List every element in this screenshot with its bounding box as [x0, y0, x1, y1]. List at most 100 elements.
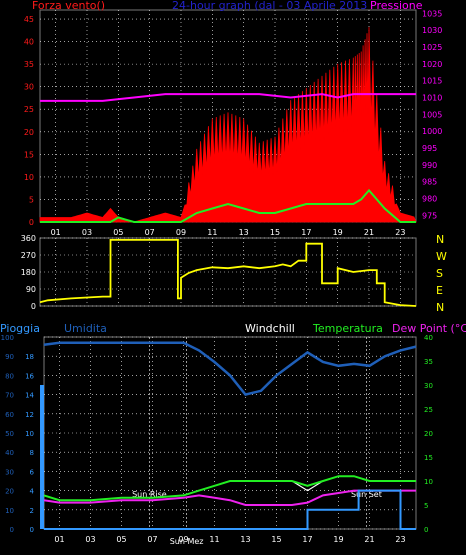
rain-tick-label: 4	[30, 488, 35, 496]
x-tick-label: 07	[145, 228, 155, 237]
x-tick-label: 23	[395, 535, 405, 544]
rain-line	[44, 489, 416, 530]
x-tick-label: 11	[209, 535, 219, 544]
pressure-line	[40, 93, 416, 102]
dewpoint-legend: Dew Point (°C)	[392, 322, 466, 335]
humidity-tick-label: 40	[5, 449, 14, 457]
pressure-tick-label: 990	[422, 161, 437, 170]
wind-tick-label: 45	[24, 15, 34, 24]
direction-tick-label: 90	[26, 285, 36, 294]
wind-direction-line	[39, 239, 417, 307]
humidity-tick-label: 60	[5, 411, 14, 419]
rain-tick-label: 2	[30, 507, 34, 515]
windchill-legend: Windchill	[245, 322, 295, 335]
temp-tick-label: 20	[424, 430, 433, 438]
rain-tick-label: 0	[30, 526, 34, 534]
pressure-tick-label: 975	[422, 211, 437, 220]
x-tick-label: 03	[85, 535, 95, 544]
direction-tick-label: 270	[21, 251, 36, 260]
pressure-tick-label: 1000	[422, 127, 442, 136]
pressure-tick-label: 1020	[422, 60, 442, 69]
humidity-tick-label: 10	[5, 507, 14, 515]
temp-tick-label: 35	[424, 358, 433, 366]
temp-tick-label: 40	[424, 334, 433, 342]
chart-title: 24-hour graph (dal - 03 Aprile 2013	[172, 0, 367, 12]
humidity-line	[43, 341, 417, 397]
humidity-tick-label: 70	[5, 392, 14, 400]
pressure-tick-label: 980	[422, 194, 437, 203]
rain-tick-label: 12	[25, 411, 34, 419]
humidity-tick-label: 80	[5, 372, 14, 380]
pressure-tick-label: 1030	[422, 26, 442, 35]
wind-tick-label: 15	[24, 150, 34, 159]
x-tick-label: 23	[395, 228, 405, 237]
humidity-tick-label: 20	[5, 488, 14, 496]
sun-marker-label: Sun Set	[351, 490, 382, 499]
temp-tick-label: 30	[424, 382, 433, 390]
pressure-tick-label: 1025	[422, 43, 442, 52]
pressure-tick-label: 995	[422, 144, 437, 153]
pressure-tick-label: 1005	[422, 110, 442, 119]
x-tick-label: 09	[178, 535, 188, 544]
pressure-tick-label: 1035	[422, 9, 442, 18]
wind-tick-label: 10	[24, 173, 34, 182]
humidity-tick-label: 100	[1, 334, 14, 342]
temp-tick-label: 25	[424, 406, 433, 414]
compass-label: N	[436, 233, 444, 246]
x-tick-label: 05	[113, 228, 123, 237]
x-tick-label: 19	[333, 228, 343, 237]
temperature-line	[43, 475, 416, 502]
x-tick-label: 17	[302, 535, 312, 544]
temp-tick-label: 5	[424, 502, 428, 510]
temp-tick-label: 15	[424, 454, 433, 462]
x-tick-label: 03	[82, 228, 92, 237]
x-tick-label: 05	[116, 535, 126, 544]
x-tick-label: 01	[51, 228, 61, 237]
x-tick-label: 17	[301, 228, 311, 237]
wind-axis-title: Forza vento()	[32, 0, 105, 12]
humidity-tick-label: 0	[10, 526, 14, 534]
pressure-tick-label: 1010	[422, 93, 442, 102]
humidity-axis-title: Umidita	[64, 322, 107, 335]
wind-tick-label: 30	[24, 83, 34, 92]
direction-tick-label: 0	[31, 302, 36, 311]
x-tick-label: 21	[364, 535, 374, 544]
temp-tick-label: 0	[424, 526, 428, 534]
x-tick-label: 15	[271, 535, 281, 544]
x-tick-label: 11	[207, 228, 217, 237]
x-tick-label: 01	[54, 535, 64, 544]
compass-label: W	[436, 250, 447, 263]
pressure-tick-label: 1015	[422, 77, 442, 86]
sun-marker-label: Sun Rise	[132, 490, 167, 499]
wind-tick-label: 25	[24, 105, 34, 114]
temperature-legend: Temperatura	[312, 322, 383, 335]
wind-tick-label: 35	[24, 60, 34, 69]
wind-tick-label: 0	[29, 218, 34, 227]
wind-tick-label: 20	[24, 128, 34, 137]
x-tick-label: 09	[176, 228, 186, 237]
x-tick-label: 15	[270, 228, 280, 237]
x-tick-label: 13	[239, 228, 249, 237]
pressure-tick-label: 985	[422, 178, 437, 187]
wind-gust-area	[39, 27, 417, 223]
compass-label: N	[436, 301, 444, 314]
rain-axis-bar	[40, 385, 44, 529]
x-tick-label: 21	[364, 228, 374, 237]
x-tick-label: 19	[333, 535, 343, 544]
x-tick-label: 13	[240, 535, 250, 544]
rain-tick-label: 8	[30, 449, 34, 457]
rain-tick-label: 6	[30, 468, 35, 476]
humidity-tick-label: 90	[5, 353, 14, 361]
humidity-tick-label: 50	[5, 430, 14, 438]
rain-tick-label: 18	[25, 353, 34, 361]
rain-axis-title: Pioggia	[0, 322, 40, 335]
wind-tick-label: 40	[24, 38, 34, 47]
direction-tick-label: 360	[21, 234, 36, 243]
compass-label: S	[436, 267, 443, 280]
rain-tick-label: 14	[25, 392, 34, 400]
wind-tick-label: 5	[29, 195, 34, 204]
rain-tick-label: 16	[25, 372, 34, 380]
direction-tick-label: 180	[21, 268, 36, 277]
humidity-tick-label: 30	[5, 468, 14, 476]
